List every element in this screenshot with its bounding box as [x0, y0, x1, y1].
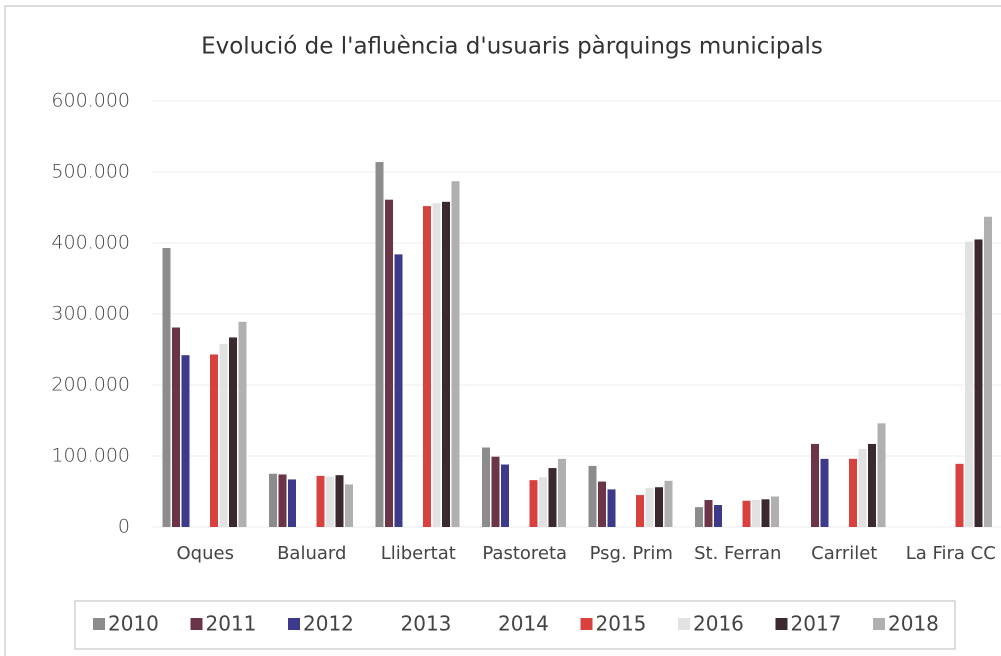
legend-label: 2018	[888, 612, 939, 636]
x-tick-label: Carrilet	[811, 543, 877, 564]
bar	[704, 500, 713, 527]
bar	[558, 458, 566, 527]
bar	[588, 465, 597, 527]
bar	[742, 500, 751, 527]
x-tick-label: St. Ferran	[694, 543, 781, 564]
legend-label: 2013	[401, 612, 452, 636]
bar	[548, 468, 557, 527]
x-tick-label: Pastoreta	[482, 543, 567, 564]
bar	[229, 337, 237, 527]
chart-border	[4, 5, 1001, 656]
legend-label: 2012	[303, 612, 354, 636]
bar	[432, 203, 441, 528]
legend-swatch	[580, 618, 593, 630]
legend-label: 2017	[791, 612, 842, 636]
y-tick-label: 200.000	[51, 374, 130, 396]
bar	[172, 327, 180, 527]
bar	[607, 489, 616, 527]
x-tick-label: La Fira CC	[906, 543, 996, 564]
bar	[771, 496, 779, 527]
bar	[345, 484, 353, 527]
bar	[849, 458, 857, 527]
bar	[269, 473, 277, 527]
legend-swatch	[385, 618, 398, 630]
bar	[442, 201, 450, 527]
y-tick-label: 0	[118, 516, 130, 538]
bar	[858, 448, 867, 527]
bar	[501, 464, 509, 527]
legend-swatch	[190, 618, 203, 630]
legend-swatch	[775, 618, 788, 630]
bar	[210, 354, 218, 527]
x-tick-label: Oques	[177, 543, 234, 564]
bar	[529, 480, 538, 527]
legend-swatch	[483, 618, 495, 630]
bar	[423, 206, 431, 527]
bar	[868, 443, 876, 527]
y-tick-label: 300.000	[51, 303, 130, 325]
legend-box	[74, 600, 956, 650]
x-tick-label: Baluard	[277, 543, 346, 564]
x-tick-label: Psg. Prim	[590, 543, 673, 564]
bar	[491, 456, 500, 527]
bar	[238, 321, 247, 527]
legend-swatch	[93, 618, 105, 630]
bar	[877, 423, 886, 527]
bar	[636, 495, 644, 527]
legend-swatch	[288, 618, 300, 630]
legend-swatch	[873, 618, 885, 630]
bar	[811, 443, 819, 527]
y-tick-label: 100.000	[51, 445, 130, 467]
bar	[984, 216, 992, 528]
legend-label: 2014	[498, 612, 549, 636]
bar	[974, 239, 983, 527]
legend-label: 2010	[108, 612, 159, 636]
chart-title: Evolució de l'afluència d'usuaris pàrqui…	[201, 34, 823, 60]
y-tick-label: 400.000	[51, 232, 130, 254]
bar	[482, 447, 490, 527]
bar	[278, 474, 287, 527]
bar	[714, 504, 722, 527]
bar	[385, 199, 393, 527]
bar	[695, 507, 703, 527]
bar	[451, 181, 460, 528]
y-tick-label: 600.000	[51, 90, 130, 112]
bar	[539, 477, 547, 527]
bar	[219, 343, 228, 527]
bar	[598, 481, 606, 527]
bar	[955, 463, 964, 527]
bar	[655, 487, 663, 527]
bar	[394, 254, 403, 528]
bar	[375, 162, 384, 527]
bar	[335, 475, 344, 527]
legend-label: 2011	[206, 612, 257, 636]
bar	[181, 355, 190, 527]
y-tick-label: 500.000	[51, 161, 130, 183]
legend-label: 2016	[693, 612, 744, 636]
bar	[162, 247, 171, 527]
bar	[664, 480, 673, 527]
bar	[326, 476, 334, 527]
legend-swatch	[678, 618, 690, 630]
legend-label: 2015	[596, 612, 647, 636]
bar	[316, 475, 325, 527]
bar	[752, 500, 760, 527]
bar	[761, 499, 770, 527]
bar	[965, 241, 973, 527]
bar	[820, 458, 829, 527]
bar	[645, 487, 654, 527]
bar	[288, 479, 296, 527]
x-tick-label: Llibertat	[381, 543, 456, 564]
